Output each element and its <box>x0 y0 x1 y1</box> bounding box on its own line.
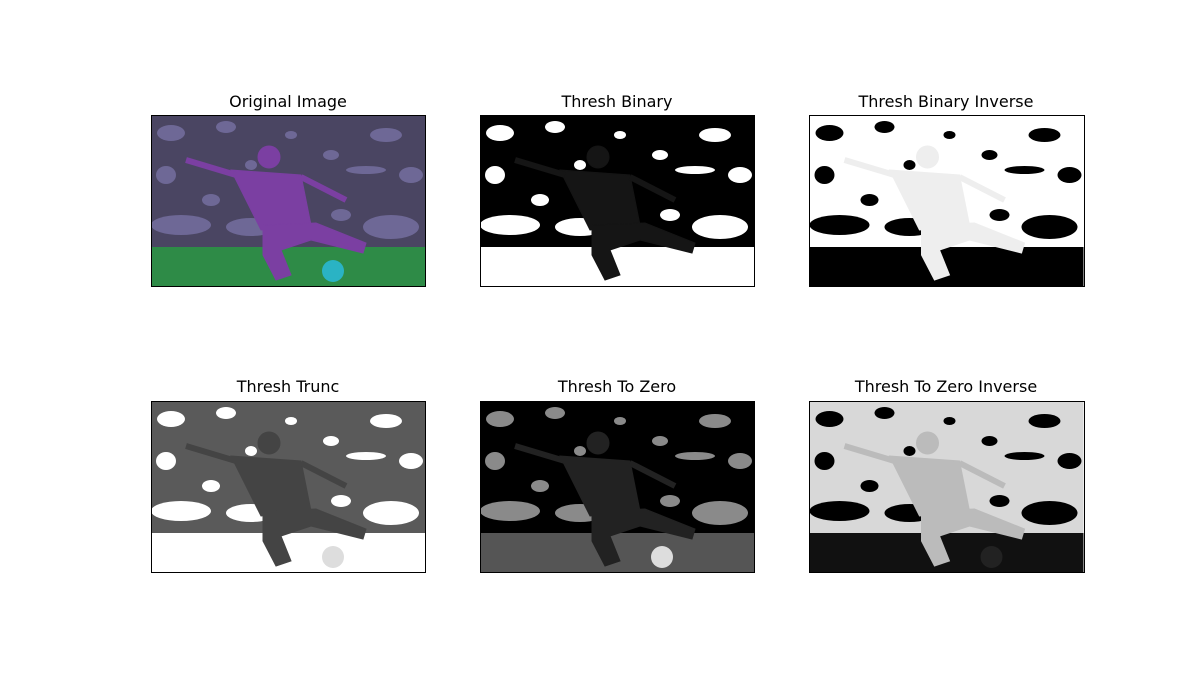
panel: Thresh Trunc <box>151 377 426 573</box>
panel: Original Image <box>151 92 426 287</box>
panel: Thresh To Zero Inverse <box>809 377 1085 573</box>
panel: Thresh Binary <box>480 92 755 287</box>
frame <box>809 401 1085 573</box>
image <box>151 401 425 572</box>
image <box>480 401 754 572</box>
image <box>809 115 1084 286</box>
panel-title: Thresh Binary <box>561 92 673 111</box>
panel: Thresh Binary Inverse <box>809 92 1085 287</box>
image <box>809 401 1084 572</box>
frame <box>809 115 1085 287</box>
frame <box>480 401 755 573</box>
panel-title: Original Image <box>229 92 347 111</box>
frame <box>480 115 755 287</box>
panel-title: Thresh Binary Inverse <box>858 92 1034 111</box>
panel-title: Thresh Trunc <box>236 377 340 396</box>
image <box>480 115 754 286</box>
frame <box>151 115 426 287</box>
image <box>151 115 425 286</box>
panel: Thresh To Zero <box>480 377 755 573</box>
panel-title: Thresh To Zero <box>557 377 676 396</box>
panel-title: Thresh To Zero Inverse <box>854 377 1037 396</box>
frame <box>151 401 426 573</box>
